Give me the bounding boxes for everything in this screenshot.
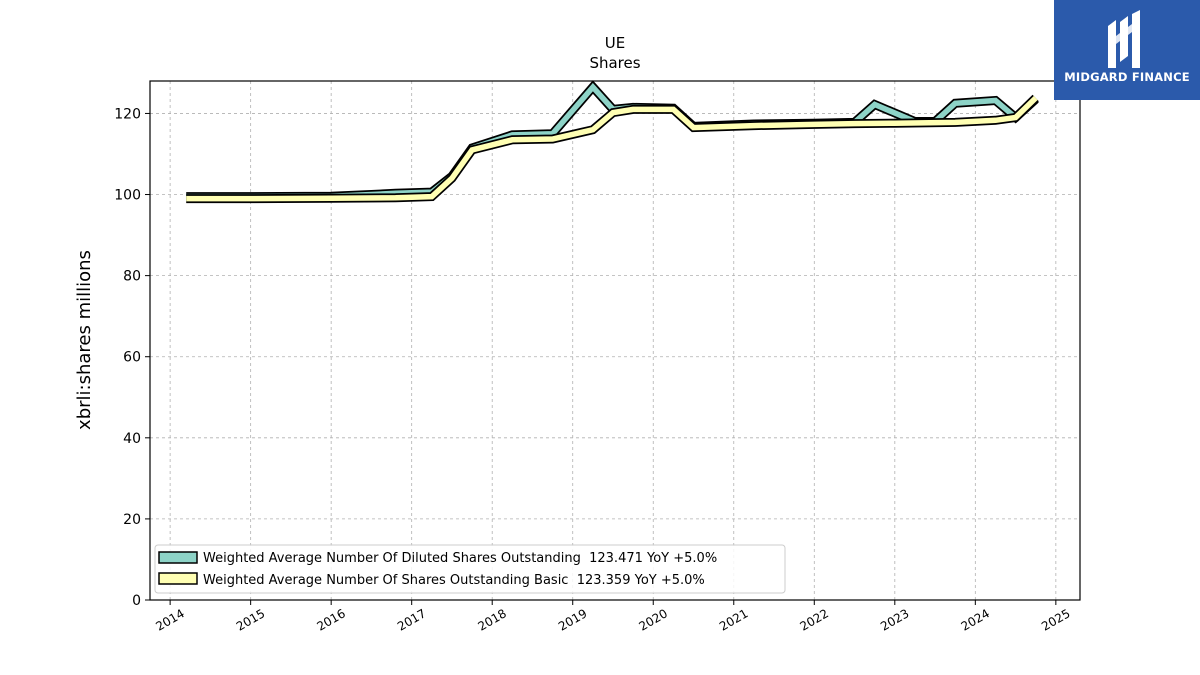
- x-tick-label: 2016: [314, 606, 347, 633]
- legend-label-basic: Weighted Average Number Of Shares Outsta…: [203, 573, 705, 588]
- legend: Weighted Average Number Of Diluted Share…: [154, 544, 786, 594]
- logo-brand-name: MIDGARD FINANCE: [1064, 70, 1190, 84]
- x-tick-label: 2021: [717, 606, 750, 633]
- series-layer: [186, 80, 1039, 204]
- x-tick-label: 2019: [556, 606, 589, 633]
- y-tick-label: 100: [114, 188, 141, 204]
- legend-swatch-basic: [158, 572, 198, 585]
- x-tick-label: 2023: [878, 606, 911, 633]
- y-tick-label: 80: [123, 269, 141, 285]
- x-tick-label: 2024: [959, 606, 992, 633]
- y-axis: 0 20 40 60 80 100 120: [114, 106, 150, 609]
- y-tick-label: 60: [123, 350, 141, 366]
- midgard-finance-logo: MIDGARD FINANCE: [1054, 0, 1200, 100]
- x-tick-label: 2017: [395, 606, 428, 633]
- x-tick-label: 2020: [637, 606, 670, 633]
- x-tick-label: 2025: [1039, 606, 1072, 633]
- series-line-1: [186, 96, 1038, 202]
- x-tick-label: 2015: [234, 606, 267, 633]
- chart-subtitle: Shares: [589, 54, 640, 72]
- legend-frame: [154, 544, 786, 594]
- y-tick-label: 120: [114, 106, 141, 122]
- series-line-0: [186, 82, 1038, 200]
- chart-title: UE: [605, 34, 625, 52]
- x-tick-label: 2018: [475, 606, 508, 633]
- midgard-m-logo-icon: [1108, 10, 1140, 68]
- x-axis: 2014 2015 2016 2017 2018 2019 2020 2021 2022 2023…: [153, 600, 1073, 634]
- y-axis-label: xbrli:shares millions: [74, 250, 95, 430]
- x-tick-label: 2014: [153, 606, 186, 633]
- grid-lines: [150, 81, 1080, 601]
- y-tick-label: 20: [123, 512, 141, 528]
- legend-swatch-diluted: [158, 551, 198, 564]
- y-tick-label: 40: [123, 431, 141, 447]
- legend-label-diluted: Weighted Average Number Of Diluted Share…: [203, 551, 717, 566]
- y-tick-label: 0: [132, 593, 141, 609]
- plot-frame: [149, 80, 1081, 601]
- x-tick-label: 2022: [798, 606, 831, 633]
